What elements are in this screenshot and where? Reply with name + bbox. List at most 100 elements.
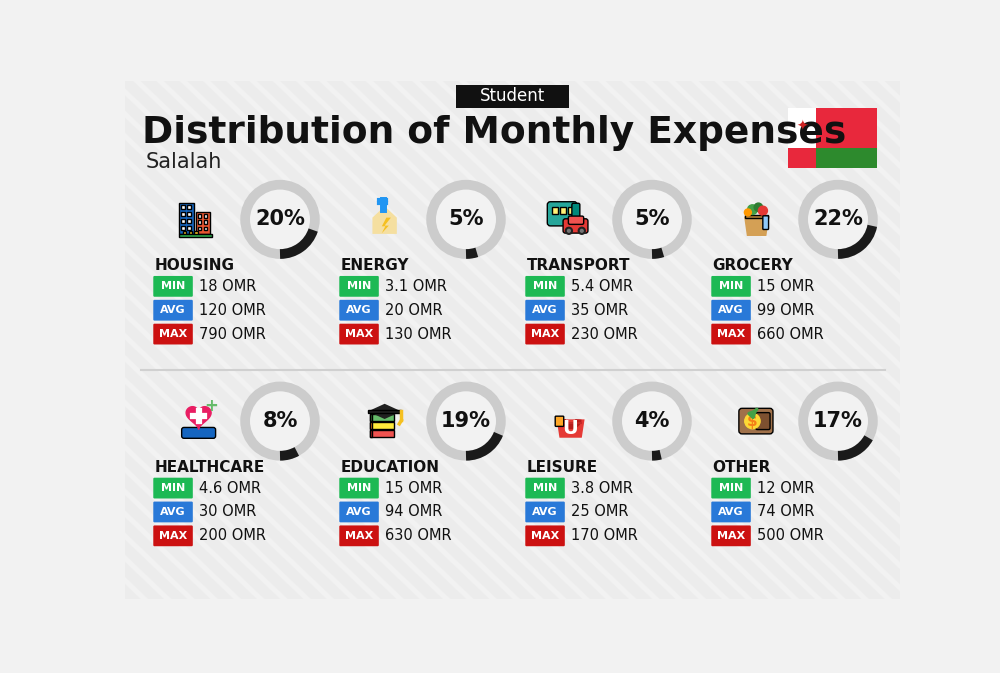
Text: MAX: MAX [717, 531, 745, 541]
Text: 94 OMR: 94 OMR [385, 505, 442, 520]
FancyBboxPatch shape [525, 526, 565, 546]
FancyBboxPatch shape [198, 227, 201, 230]
FancyBboxPatch shape [181, 219, 185, 223]
Circle shape [748, 205, 757, 215]
Circle shape [428, 182, 504, 257]
FancyBboxPatch shape [187, 219, 191, 223]
Polygon shape [186, 406, 211, 429]
FancyBboxPatch shape [339, 526, 379, 546]
Text: AVG: AVG [532, 507, 558, 517]
FancyBboxPatch shape [711, 526, 751, 546]
FancyBboxPatch shape [560, 207, 566, 214]
Text: ENERGY: ENERGY [340, 258, 409, 273]
FancyBboxPatch shape [187, 205, 191, 209]
FancyBboxPatch shape [763, 216, 769, 229]
Text: 200 OMR: 200 OMR [199, 528, 266, 543]
FancyBboxPatch shape [339, 276, 379, 297]
FancyBboxPatch shape [187, 212, 191, 216]
FancyBboxPatch shape [572, 203, 580, 224]
FancyBboxPatch shape [339, 324, 379, 345]
Text: MAX: MAX [717, 329, 745, 339]
Circle shape [745, 413, 760, 429]
FancyBboxPatch shape [370, 430, 372, 437]
Text: MAX: MAX [531, 531, 559, 541]
Circle shape [428, 384, 504, 459]
Text: HEALTHCARE: HEALTHCARE [154, 460, 265, 474]
FancyBboxPatch shape [555, 416, 564, 427]
FancyBboxPatch shape [179, 203, 194, 234]
FancyBboxPatch shape [153, 526, 193, 546]
Text: MAX: MAX [345, 329, 373, 339]
FancyBboxPatch shape [179, 234, 212, 238]
Text: 15 OMR: 15 OMR [757, 279, 814, 294]
FancyBboxPatch shape [153, 478, 193, 499]
FancyBboxPatch shape [370, 414, 372, 421]
Text: 5%: 5% [634, 209, 670, 229]
Text: 630 OMR: 630 OMR [385, 528, 451, 543]
Text: MIN: MIN [533, 281, 557, 291]
FancyBboxPatch shape [370, 430, 394, 437]
Polygon shape [744, 217, 769, 236]
FancyBboxPatch shape [788, 108, 877, 168]
Text: AVG: AVG [346, 507, 372, 517]
Text: HOUSING: HOUSING [154, 258, 234, 273]
FancyBboxPatch shape [711, 501, 751, 522]
Text: 230 OMR: 230 OMR [571, 326, 637, 342]
Polygon shape [382, 217, 391, 234]
Text: 15 OMR: 15 OMR [385, 481, 442, 495]
Text: 130 OMR: 130 OMR [385, 326, 451, 342]
FancyBboxPatch shape [525, 478, 565, 499]
Text: MAX: MAX [159, 531, 187, 541]
Text: 22%: 22% [813, 209, 863, 229]
FancyBboxPatch shape [745, 215, 768, 218]
FancyBboxPatch shape [181, 205, 185, 209]
Text: OTHER: OTHER [712, 460, 771, 474]
Polygon shape [372, 206, 397, 234]
FancyBboxPatch shape [370, 422, 394, 429]
Circle shape [744, 209, 751, 216]
FancyBboxPatch shape [196, 212, 210, 234]
FancyBboxPatch shape [525, 276, 565, 297]
FancyBboxPatch shape [181, 212, 185, 216]
FancyBboxPatch shape [189, 232, 192, 235]
Text: MIN: MIN [533, 483, 557, 493]
FancyBboxPatch shape [187, 225, 191, 229]
FancyBboxPatch shape [525, 300, 565, 320]
Circle shape [800, 182, 876, 257]
Text: 12 OMR: 12 OMR [757, 481, 814, 495]
FancyBboxPatch shape [756, 413, 770, 429]
FancyBboxPatch shape [547, 202, 577, 226]
Text: 8%: 8% [262, 411, 298, 431]
Text: GROCERY: GROCERY [712, 258, 793, 273]
Text: Student: Student [480, 87, 545, 105]
Text: MIN: MIN [719, 483, 743, 493]
Text: 500 OMR: 500 OMR [757, 528, 824, 543]
Text: AVG: AVG [346, 306, 372, 315]
Text: MIN: MIN [719, 281, 743, 291]
Text: TRANSPORT: TRANSPORT [526, 258, 630, 273]
Text: MAX: MAX [159, 329, 187, 339]
Text: AVG: AVG [718, 306, 744, 315]
FancyBboxPatch shape [552, 207, 558, 214]
Circle shape [242, 384, 318, 459]
Text: AVG: AVG [160, 306, 186, 315]
FancyBboxPatch shape [339, 478, 379, 499]
Text: 3.1 OMR: 3.1 OMR [385, 279, 447, 294]
Text: MIN: MIN [347, 483, 371, 493]
FancyBboxPatch shape [456, 85, 569, 108]
Text: $: $ [747, 414, 758, 429]
Circle shape [567, 229, 570, 232]
FancyBboxPatch shape [525, 501, 565, 522]
Text: 120 OMR: 120 OMR [199, 303, 266, 318]
FancyBboxPatch shape [198, 214, 201, 217]
FancyBboxPatch shape [711, 324, 751, 345]
Text: 20%: 20% [255, 209, 305, 229]
Circle shape [758, 206, 767, 215]
Text: 17%: 17% [813, 411, 863, 431]
Text: LEISURE: LEISURE [526, 460, 598, 474]
Text: Distribution of Monthly Expenses: Distribution of Monthly Expenses [142, 115, 846, 151]
FancyBboxPatch shape [563, 219, 588, 233]
Text: 5.4 OMR: 5.4 OMR [571, 279, 633, 294]
FancyBboxPatch shape [204, 214, 207, 217]
Text: 99 OMR: 99 OMR [757, 303, 814, 318]
